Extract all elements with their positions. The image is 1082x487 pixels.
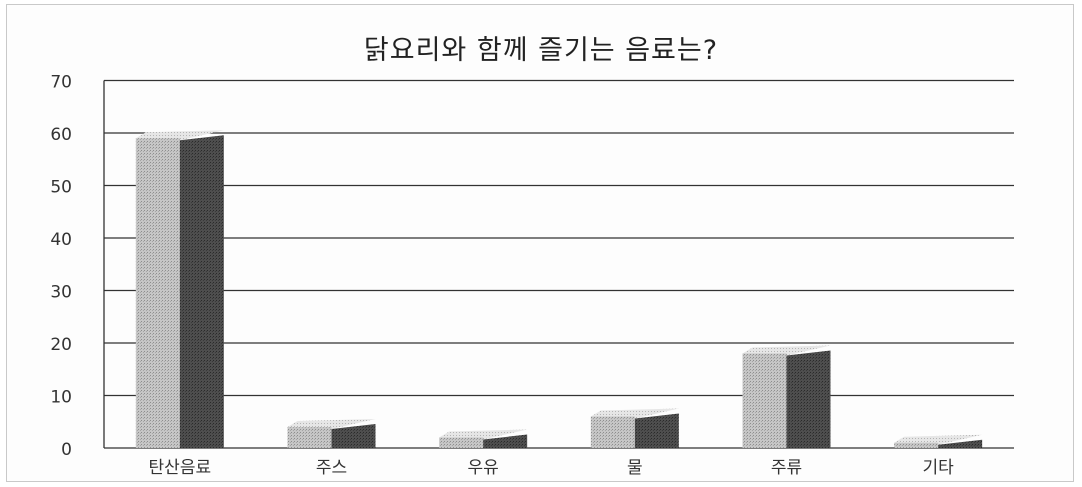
bar-front xyxy=(894,442,939,448)
x-tick-label: 우유 xyxy=(468,458,499,478)
bar xyxy=(894,434,983,448)
chart-title: 닭요리와 함께 즐기는 음료는? xyxy=(363,35,719,66)
y-tick-label: 0 xyxy=(61,440,72,460)
x-tick-label: 기타 xyxy=(923,458,955,478)
y-tick-label: 10 xyxy=(50,388,72,408)
bar-top xyxy=(287,419,376,429)
x-tick-label: 주스 xyxy=(316,458,347,478)
bar xyxy=(742,345,831,448)
bar xyxy=(135,130,224,448)
grid-lines xyxy=(103,79,1014,449)
bar-side xyxy=(938,439,983,448)
y-tick-label: 20 xyxy=(50,335,72,355)
y-tick-label: 60 xyxy=(50,125,72,145)
bar-side xyxy=(331,424,376,448)
y-tick-label: 70 xyxy=(50,73,72,93)
bar-front xyxy=(439,437,484,448)
bar-top xyxy=(894,434,983,445)
bar-front xyxy=(590,416,635,448)
bar-top xyxy=(135,130,224,141)
bar-side xyxy=(786,350,831,448)
x-axis-ticks: 탄산음료 주스 우유 물 주류 기타 xyxy=(149,458,955,478)
x-tick-label: 탄산음료 xyxy=(149,458,212,478)
y-axis-ticks: 0 10 20 30 40 50 60 70 xyxy=(50,73,72,461)
bar-front xyxy=(742,353,787,448)
bar-top xyxy=(439,429,528,440)
bar-side xyxy=(179,135,224,448)
x-tick-label: 물 xyxy=(627,458,643,478)
bar-side xyxy=(483,434,528,448)
y-tick-label: 30 xyxy=(50,283,72,303)
y-tick-label: 40 xyxy=(50,230,72,250)
bar-front xyxy=(135,138,180,448)
bar xyxy=(287,419,376,448)
bar-top xyxy=(590,408,679,419)
y-tick-label: 50 xyxy=(50,178,72,198)
bar-side xyxy=(634,413,679,448)
x-tick-label: 주류 xyxy=(771,458,802,478)
bar xyxy=(590,408,679,448)
bar-top xyxy=(742,345,831,356)
bar xyxy=(439,429,528,448)
bars xyxy=(135,130,983,448)
bar-front xyxy=(287,427,332,448)
